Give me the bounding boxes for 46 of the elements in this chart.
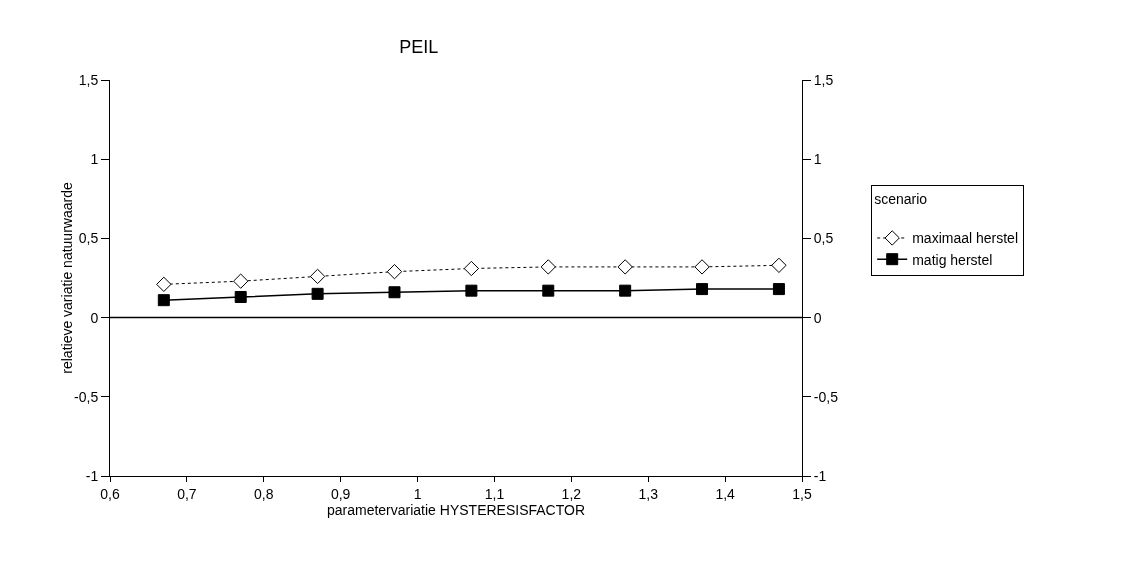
y-tick-label: -1 <box>85 467 99 484</box>
y2-tick-label: 0,5 <box>813 230 834 247</box>
point <box>156 276 172 292</box>
x-tick-label: 1,3 <box>638 485 659 502</box>
y-tick-label: 0,5 <box>78 230 99 247</box>
point <box>772 283 785 296</box>
point <box>309 268 326 285</box>
point <box>617 259 633 275</box>
x-tick-label: 1,5 <box>792 485 812 502</box>
y-tick-label: 0 <box>90 309 99 326</box>
y2-tick-label: 1,5 <box>813 71 834 88</box>
x-axis-title: parametervariatie HYSTERESISFACTOR <box>326 502 586 519</box>
point <box>542 284 555 297</box>
point <box>233 273 249 289</box>
y-tick-label: 1 <box>90 151 99 168</box>
x-tick-label: 0,7 <box>177 485 197 502</box>
x-tick-label: 1,1 <box>484 485 505 502</box>
point <box>540 259 556 275</box>
point <box>386 264 403 280</box>
y-tick-label: -0,5 <box>74 388 99 405</box>
y2-tick-label: -1 <box>813 467 827 484</box>
x-tick-label: 0,9 <box>330 485 351 502</box>
point <box>465 284 478 297</box>
point <box>311 287 324 300</box>
point <box>694 259 710 275</box>
x-tick-label: 0,6 <box>100 485 120 502</box>
point <box>234 291 247 304</box>
point <box>463 260 480 277</box>
point <box>696 283 709 296</box>
y-tick-label: 1,5 <box>78 71 99 88</box>
legend-label: matig herstel <box>912 251 993 268</box>
y2-tick-label: 1 <box>813 151 822 168</box>
y2-tick-label: 0 <box>813 309 822 326</box>
legend-title: scenario <box>874 191 928 208</box>
y-axis-title: relatieve variatie natuurwaarde <box>59 182 75 374</box>
point <box>157 294 170 307</box>
legend-label: maximaal herstel <box>912 230 1019 247</box>
x-tick-label: 1,4 <box>715 485 736 502</box>
y2-tick-label: -0,5 <box>813 388 839 405</box>
point <box>388 286 401 299</box>
x-tick-label: 0,8 <box>254 485 274 502</box>
point <box>771 257 787 273</box>
x-tick-label: 1,2 <box>561 485 582 502</box>
x-tick-label: 1 <box>413 485 422 502</box>
chart-title: PEIL <box>399 36 439 57</box>
point <box>619 284 632 297</box>
